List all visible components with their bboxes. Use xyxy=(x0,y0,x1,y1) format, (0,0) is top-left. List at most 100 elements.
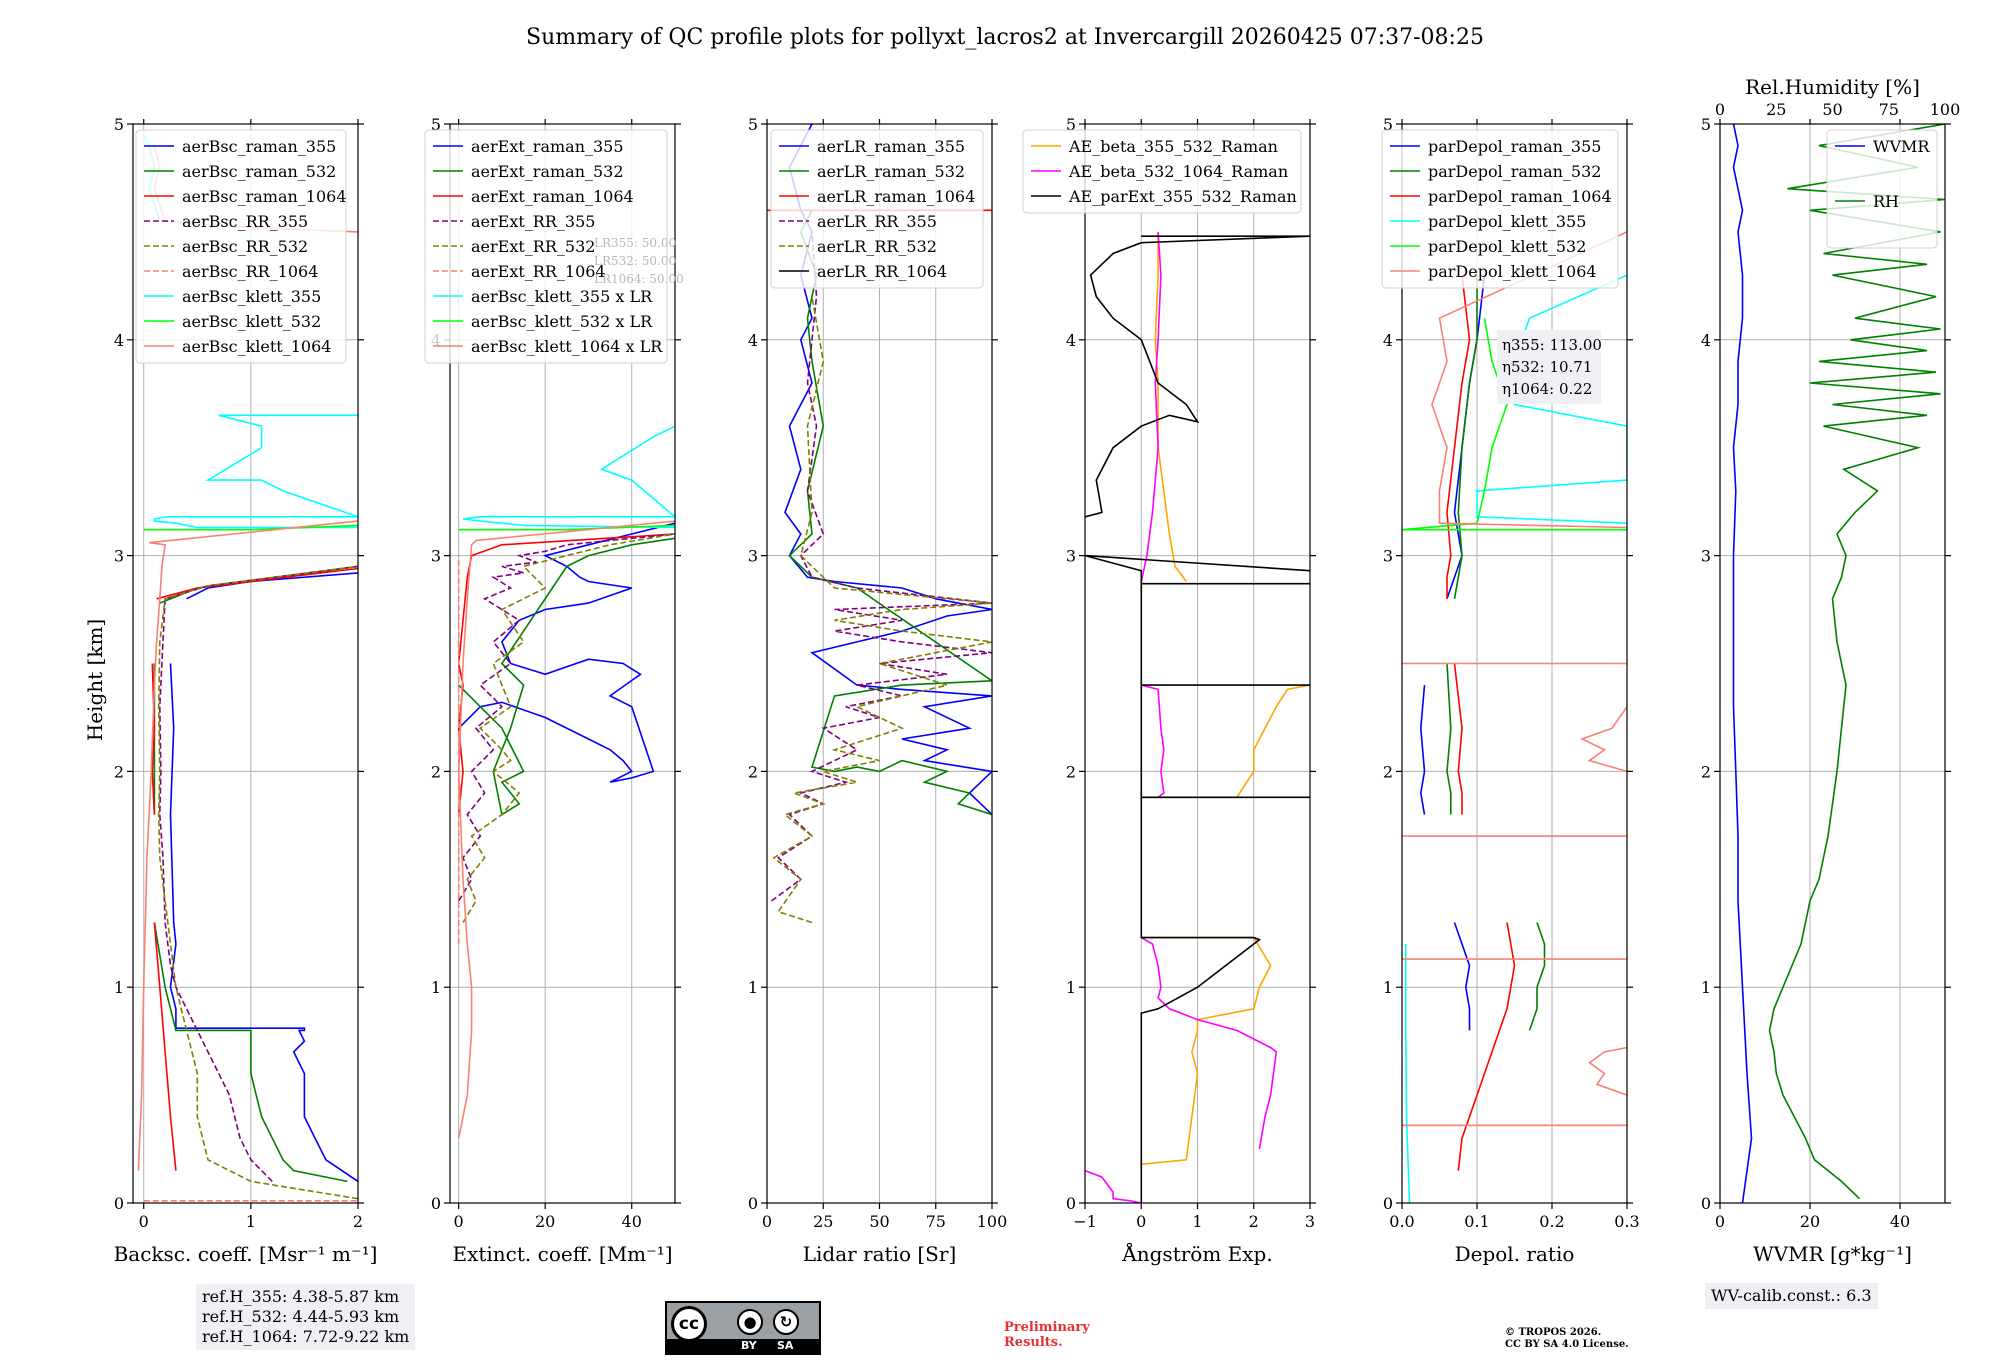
y-axis-label: Height [km] xyxy=(83,619,107,741)
series-pardepol-raman-355 xyxy=(1453,922,1471,1031)
xtick-label-dep-0: 0.0 xyxy=(1389,1212,1414,1231)
series-ae-parext-355-532-raman-top xyxy=(1085,235,1310,518)
top-xtick-label-2: 50 xyxy=(1822,100,1842,119)
ytick-label-lr-5: 5 xyxy=(748,115,758,134)
top-xtick-label-3: 75 xyxy=(1879,100,1899,119)
series-aerbsc-klett-1064 xyxy=(137,520,358,1171)
series-aerbsc-raman-532 xyxy=(153,922,348,1183)
legend-label-aerbsc-klett-355-x-lr: aerBsc_klett_355 x LR xyxy=(471,287,653,306)
series-aerlr-rr-532 xyxy=(772,296,992,924)
axes-frame-dep xyxy=(1401,123,1628,1204)
xtick-label-wv-1: 20 xyxy=(1800,1212,1820,1231)
legend-label-aerbsc-raman-532: aerBsc_raman_532 xyxy=(182,162,336,181)
cc-license-badge: cc ● ↻ BY SA xyxy=(665,1301,821,1355)
panel-wv: 0 20 40 0 1 2 3 4 5 WVMR [g*kg⁻¹] 0 25 50 75 100 Rel.Hu… xyxy=(1701,75,1960,1266)
series-aerbsc-rr-532 xyxy=(157,565,358,1200)
sa-share-icon: ↻ xyxy=(773,1309,799,1335)
ytick-label-ae-3: 3 xyxy=(1066,547,1076,566)
series-aerbsc-raman-1064 xyxy=(153,922,177,1171)
series-ae-beta-532-1064-raman-mid xyxy=(1140,936,1278,1150)
axes-frame-wv xyxy=(1719,123,1946,1204)
legend-label-aerext-raman-355: aerExt_raman_355 xyxy=(471,137,624,156)
series-pardepol-raman-532 xyxy=(1528,922,1546,1031)
ytick-label-bsc-3: 3 xyxy=(114,547,124,566)
series-aerbsc-klett-355-x-lr xyxy=(462,425,675,529)
legend-dep: parDepol_raman_355 parDepol_raman_532 parD… xyxy=(1381,129,1619,289)
xlabel-lr: Lidar ratio [Sr] xyxy=(803,1242,957,1266)
ytick-label-bsc-1: 1 xyxy=(114,978,124,997)
ytick-label-ae-0: 0 xyxy=(1066,1194,1076,1213)
cc-badge-bar: BY SA xyxy=(667,1339,819,1353)
xlabel-wv: WVMR [g*kg⁻¹] xyxy=(1753,1242,1912,1266)
figure-title: Summary of QC profile plots for pollyxt_… xyxy=(526,25,1484,50)
series-pardepol-klett-1064-e xyxy=(1588,1046,1627,1096)
xtick-label-lr-2: 50 xyxy=(869,1212,889,1231)
legend-label-aerext-rr-532: aerExt_RR_532 xyxy=(471,237,595,256)
series-aerbsc-klett-1064-x-lr xyxy=(457,520,675,1139)
preliminary-results-label: Preliminary Results. xyxy=(1004,1320,1090,1350)
xlabel-ext: Extinct. coeff. [Mm⁻¹] xyxy=(452,1242,672,1266)
copyright-line-2: CC BY SA 4.0 License. xyxy=(1505,1339,1629,1350)
xtick-label-ae-0: −1 xyxy=(1073,1212,1097,1231)
xtick-label-wv-2: 40 xyxy=(1890,1212,1910,1231)
eta-box xyxy=(1497,330,1601,404)
series-pardepol-klett-532 xyxy=(1402,318,1627,531)
legend-frame-wv xyxy=(1826,129,1938,249)
legend-label-pardepol-klett-532: parDepol_klett_532 xyxy=(1428,237,1586,256)
top-xlabel-wv: Rel.Humidity [%] xyxy=(1745,75,1920,99)
ytick-label-wv-0: 0 xyxy=(1701,1194,1711,1213)
legend-label-ae-beta-355-532-raman: AE_beta_355_532_Raman xyxy=(1068,137,1278,156)
xtick-label-dep-3: 0.3 xyxy=(1614,1212,1639,1231)
legend-label-aerbsc-klett-1064-x-lr: aerBsc_klett_1064 x LR xyxy=(471,337,663,356)
eta-text-0: η355: 113.00 xyxy=(1502,336,1602,354)
ytick-label-ae-4: 4 xyxy=(1066,331,1076,350)
series-aerext-rr-355 xyxy=(458,533,675,902)
refh-532: ref.H_532: 4.44-5.93 km xyxy=(202,1307,400,1326)
legend-label-aerext-rr-1064: aerExt_RR_1064 xyxy=(471,262,606,281)
ytick-label-lr-1: 1 xyxy=(748,978,758,997)
legend-frame-dep xyxy=(1381,129,1619,289)
legend-lr: aerLR_raman_355 aerLR_raman_532 aerLR_rama… xyxy=(770,129,984,289)
series-aerbsc-klett-532 xyxy=(143,524,358,531)
legend-label-pardepol-raman-355: parDepol_raman_355 xyxy=(1428,137,1601,156)
legend-bsc: aerBsc_raman_355 aerBsc_raman_532 aerBsc_r… xyxy=(135,129,347,364)
legend-label-aerbsc-rr-1064: aerBsc_RR_1064 xyxy=(182,262,318,281)
legend-frame-lr xyxy=(770,129,984,289)
legend-frame-ext xyxy=(424,129,668,364)
ytick-label-dep-1: 1 xyxy=(1383,978,1393,997)
legend-label-aerbsc-klett-532-x-lr: aerBsc_klett_532 x LR xyxy=(471,312,653,331)
panel-lr: 0 25 50 75 100 0 1 2 3 4 5 Lidar ratio [Sr] aerLR_ra… xyxy=(748,115,1007,1266)
series-rh xyxy=(1768,124,1945,1200)
series-ae-beta-355-532-raman-upper xyxy=(1141,684,1310,799)
ytick-label-bsc-5: 5 xyxy=(114,115,124,134)
ytick-label-lr-2: 2 xyxy=(748,762,758,781)
legend-label-aerext-rr-355: aerExt_RR_355 xyxy=(471,212,595,231)
series-aerbsc-raman-1064-top xyxy=(156,567,358,600)
cc-icon: cc xyxy=(671,1306,707,1342)
top-xtick-label-1: 25 xyxy=(1766,100,1786,119)
ytick-label-wv-4: 4 xyxy=(1701,331,1711,350)
copyright-line-1: © TROPOS 2026. xyxy=(1505,1327,1602,1338)
ytick-label-ext-2: 2 xyxy=(431,762,441,781)
legend-frame-bsc xyxy=(135,129,347,364)
reference-height-box: ref.H_355: 4.38-5.87 km ref.H_532: 4.44-… xyxy=(196,1284,416,1350)
lr-note-2: LR1064: 50.00 xyxy=(594,272,684,286)
legend-label-pardepol-raman-1064: parDepol_raman_1064 xyxy=(1428,187,1612,206)
series-group-ae xyxy=(1085,231,1310,1203)
series-ae-beta-532-1064-raman-top xyxy=(1140,231,1162,582)
xtick-label-bsc-2: 2 xyxy=(353,1212,363,1231)
xtick-label-bsc-0: 0 xyxy=(139,1212,149,1231)
refh-355: ref.H_355: 4.38-5.87 km xyxy=(202,1287,400,1306)
ytick-label-bsc-4: 4 xyxy=(114,331,124,350)
series-pardepol-raman-355-upper xyxy=(1446,275,1486,600)
wv-calib-box: WV-calib.const.: 6.3 xyxy=(1705,1283,1878,1309)
ytick-label-dep-0: 0 xyxy=(1383,1194,1393,1213)
ytick-label-bsc-0: 0 xyxy=(114,1194,124,1213)
legend-ae: AE_beta_355_532_Raman AE_beta_532_1064_Ra… xyxy=(1022,129,1302,214)
xlabel-dep: Depol. ratio xyxy=(1455,1242,1575,1266)
legend-label-aerbsc-rr-532: aerBsc_RR_532 xyxy=(182,237,308,256)
lr-note-1: LR532: 50.00 xyxy=(594,254,676,268)
preliminary-line-2: Results. xyxy=(1004,1335,1063,1350)
lr-note-0: LR355: 50.00 xyxy=(594,236,676,250)
